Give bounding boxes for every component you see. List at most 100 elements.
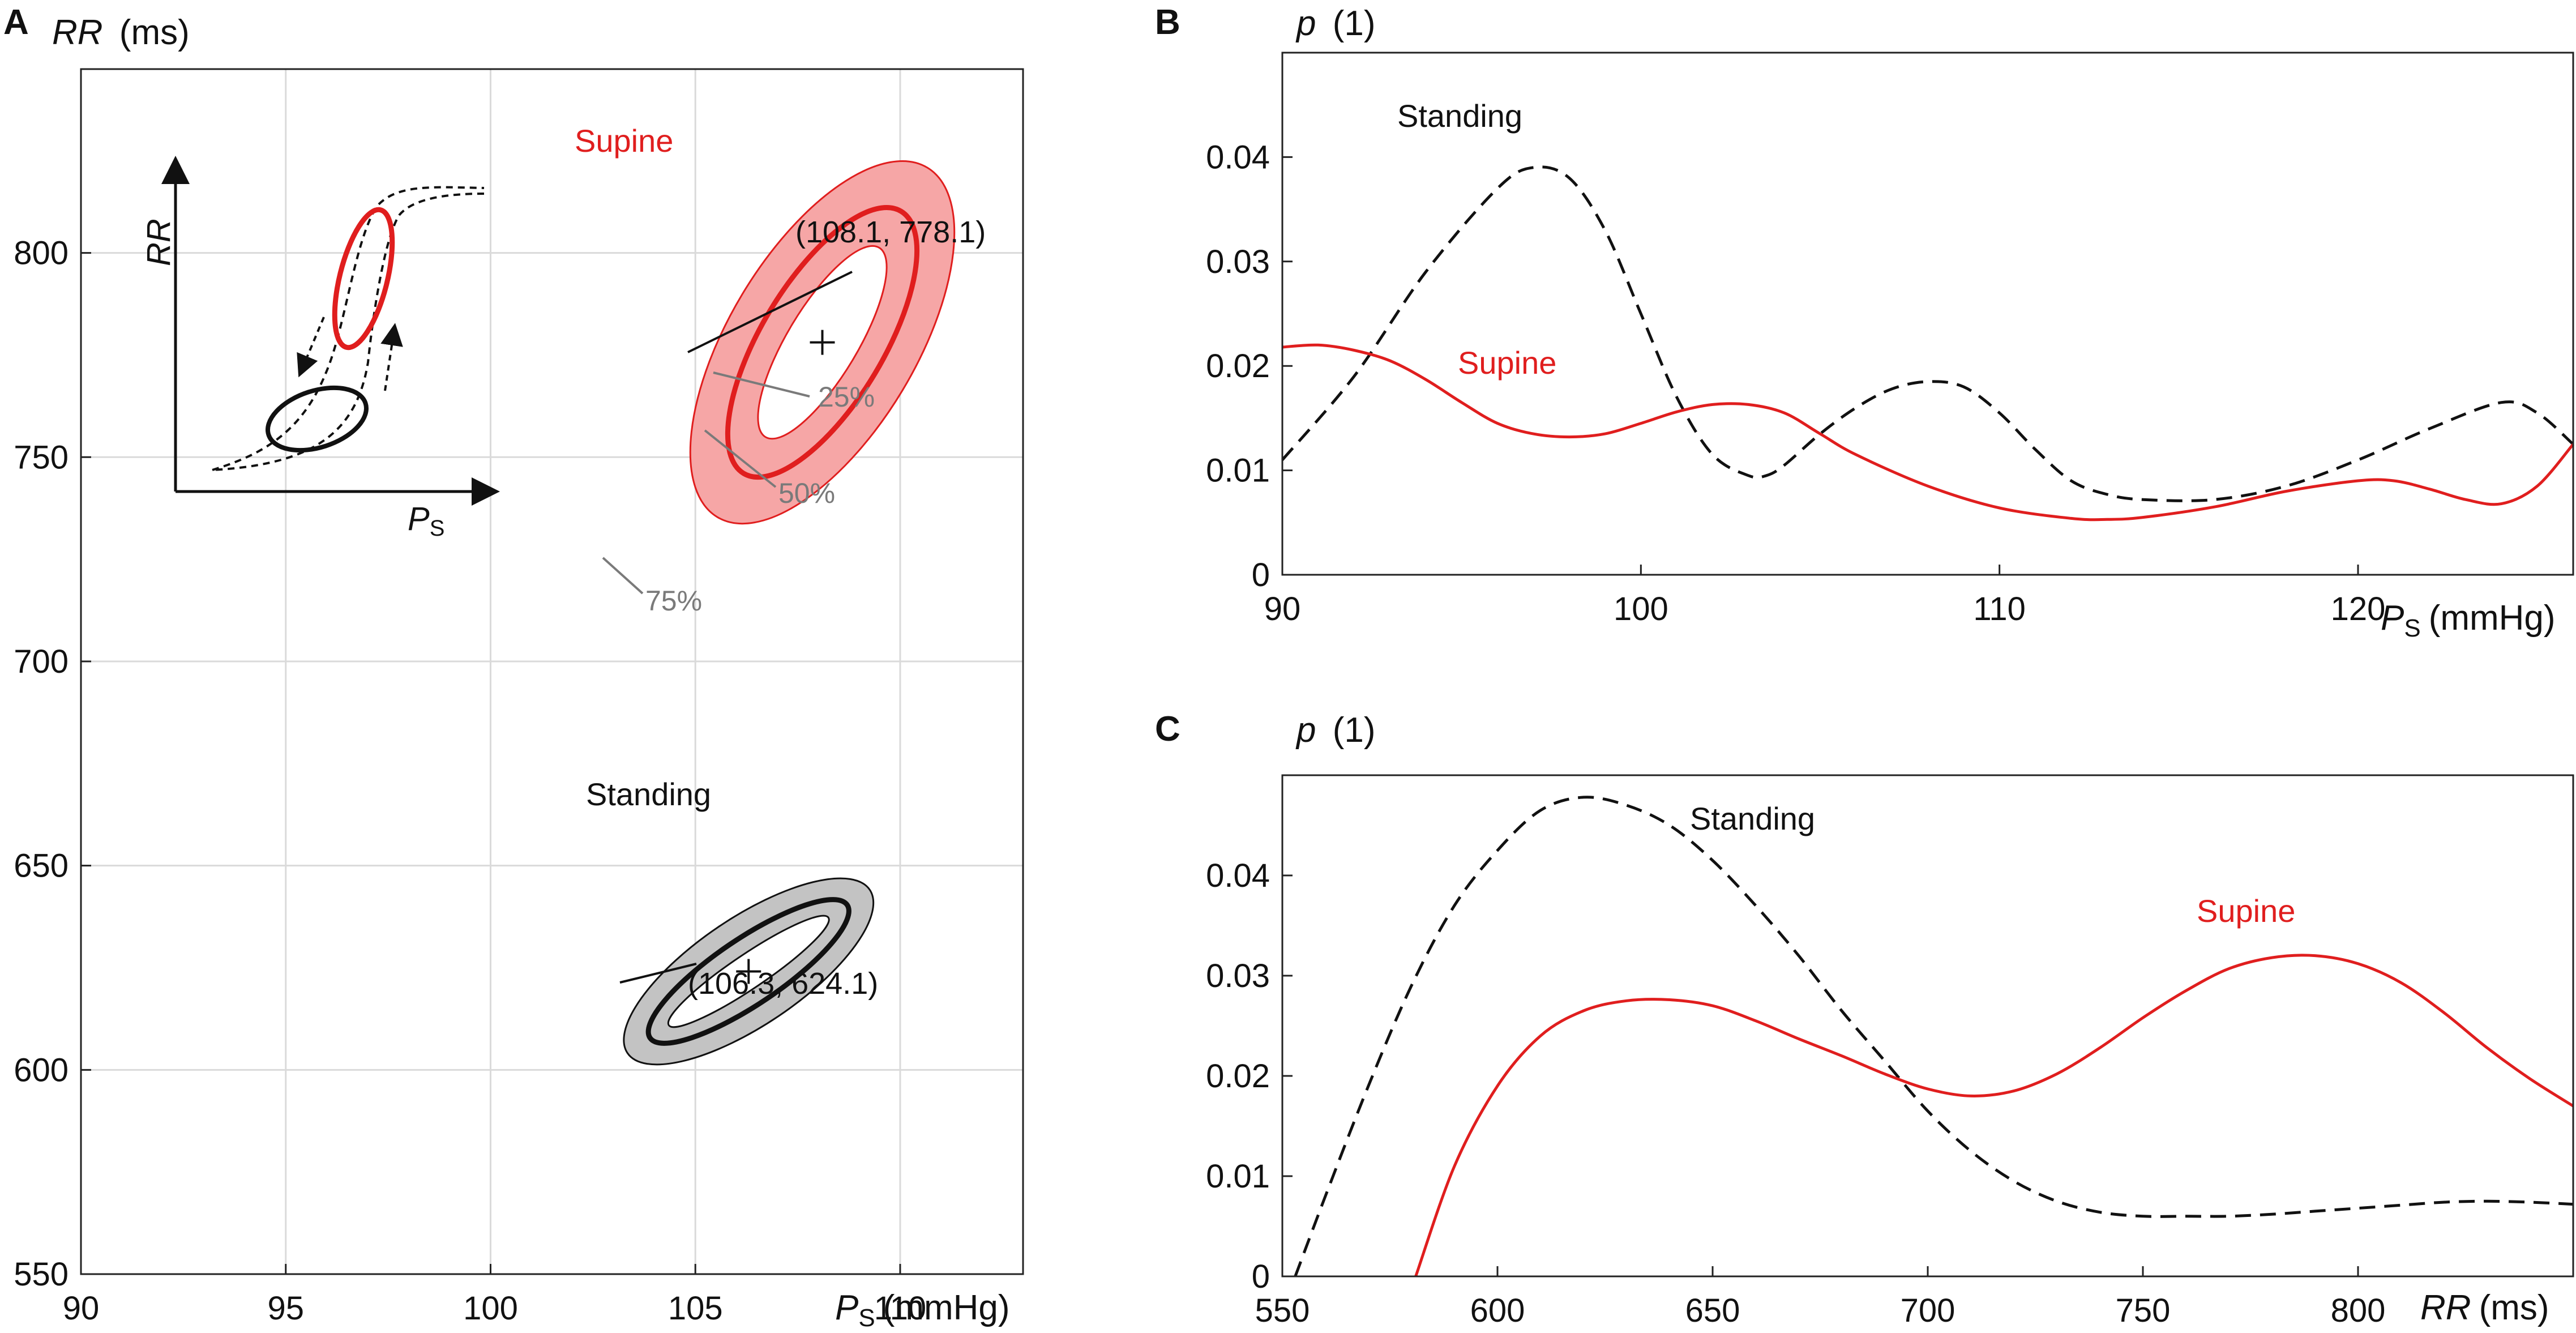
panel-b-plot bbox=[1281, 165, 2574, 522]
panel-b: B p (1) 90 100 110 120 0 0.01 0.02 0.03 0.04 Sta… bbox=[1155, 3, 2574, 642]
percent-label-75: 75% bbox=[645, 585, 702, 617]
panel-c-y-axis-title: p (1) bbox=[1295, 711, 1376, 750]
panel-b-ytick-label-2: 0.02 bbox=[1206, 348, 1270, 384]
panel-a-ytick-label-650: 650 bbox=[14, 848, 69, 885]
panel-c-ytick-label-2: 0.02 bbox=[1206, 1058, 1270, 1095]
panel-b-y-axis-title: p (1) bbox=[1295, 4, 1376, 43]
panel-b-ytick-label-1: 0.01 bbox=[1206, 452, 1270, 489]
panel-a-ylabel-main: RR bbox=[52, 13, 103, 52]
panel-a-xtick-label-100: 100 bbox=[463, 1290, 518, 1327]
panel-a-inset: RR PS bbox=[140, 156, 500, 541]
inset-arrow-up bbox=[380, 323, 403, 391]
pointer-standing-center bbox=[619, 963, 697, 984]
panel-a-xlabel-unit: (mmHg) bbox=[883, 1288, 1010, 1327]
panel-b-plot-frame bbox=[1281, 52, 2574, 576]
panel-a-plot-frame bbox=[80, 68, 1024, 1275]
panel-a-y-axis-title: RR (ms) bbox=[52, 13, 190, 52]
pointer-25 bbox=[713, 371, 810, 398]
panel-c-ytick-label-1: 0.01 bbox=[1206, 1158, 1270, 1195]
panel-b-ylabel-main: p bbox=[1295, 4, 1316, 43]
panel-a-xtick-label-95: 95 bbox=[267, 1290, 304, 1327]
panel-a-xtick-label-110: 110 bbox=[874, 1290, 926, 1327]
svg-text:PS(mmHg): PS (mmHg) bbox=[835, 1288, 1010, 1332]
panel-b-ytick-label-4: 0.04 bbox=[1206, 139, 1270, 176]
svg-text:RR(ms): RR (ms) bbox=[2420, 1288, 2549, 1327]
panel-b-xtick-label-110: 110 bbox=[1973, 591, 2025, 627]
panel-b-xlabel-unit: (mmHg) bbox=[2429, 599, 2556, 638]
panel-a-xlabel-sub: S bbox=[858, 1304, 875, 1332]
panel-c-plot bbox=[1294, 796, 2574, 1277]
pointer-75 bbox=[602, 557, 644, 595]
panel-a-ytick-label-700: 700 bbox=[14, 643, 69, 680]
panel-b-xlabel-sub: S bbox=[2404, 614, 2420, 642]
pointer-supine-center bbox=[687, 271, 853, 353]
panel-c-x-axis-title: RR (ms) bbox=[2420, 1288, 2549, 1327]
panel-a-ytick-label-600: 600 bbox=[14, 1052, 69, 1088]
panel-a-ytick-label-800: 800 bbox=[14, 235, 69, 272]
panel-a-xlabel-main: P bbox=[835, 1288, 858, 1327]
panel-a-supine-label: Supine bbox=[575, 123, 673, 159]
panel-a-xtick-label-90: 90 bbox=[63, 1290, 100, 1327]
pointer-50 bbox=[704, 429, 777, 488]
panel-c-xtick-label-600: 600 bbox=[1470, 1292, 1525, 1329]
inset-red-ellipse bbox=[332, 207, 395, 351]
panel-a-standing-label: Standing bbox=[586, 776, 711, 812]
panel-c-xtick-label-750: 750 bbox=[2116, 1292, 2171, 1329]
inset-arrow-down bbox=[297, 317, 325, 378]
panel-label-b: B bbox=[1155, 3, 1180, 42]
panel-c-series-standing bbox=[1294, 796, 2574, 1277]
panel-a-ticks: 90 95 100 105 110 550 600 650 700 750 800 bbox=[14, 235, 926, 1327]
panel-a-xtick-label-105: 105 bbox=[668, 1290, 723, 1327]
inset-hysteresis-loop bbox=[212, 186, 485, 471]
percent-label-25: 25% bbox=[818, 381, 875, 413]
panel-b-ylabel-unit: (1) bbox=[1333, 4, 1376, 43]
svg-text:PS: PS bbox=[408, 501, 444, 541]
panel-c-ylabel-unit: (1) bbox=[1333, 711, 1376, 750]
panel-c-xtick-label-700: 700 bbox=[1901, 1292, 1955, 1329]
panel-b-series-supine bbox=[1282, 343, 2574, 522]
panel-label-a: A bbox=[3, 3, 29, 42]
panel-c-xtick-label-650: 650 bbox=[1685, 1292, 1740, 1329]
panel-c-ticks: 550 600 650 700 750 800 0 0.01 0.02 0.03 0.04 bbox=[1206, 857, 2385, 1329]
panel-a-ellipses bbox=[623, 160, 956, 1066]
panel-b-series-standing bbox=[1281, 165, 2574, 502]
panel-label-c: C bbox=[1155, 710, 1180, 749]
panel-a-ytick-label-550: 550 bbox=[14, 1256, 69, 1293]
panel-c-plot-frame bbox=[1281, 774, 2574, 1278]
panel-a-x-axis-title: PS (mmHg) bbox=[835, 1288, 1010, 1332]
panel-c-ytick-label-3: 0.03 bbox=[1206, 958, 1270, 994]
panel-a: A RR (ms) 90 95 100 105 110 550 600 650 700 750 80… bbox=[3, 3, 1024, 1332]
panel-b-ticks: 90 100 110 120 0 0.01 0.02 0.03 0.04 bbox=[1206, 139, 2385, 627]
inset-black-ellipse bbox=[266, 385, 369, 453]
panel-b-xtick-label-120: 120 bbox=[2331, 591, 2386, 627]
panel-c-series-supine bbox=[1414, 954, 2574, 1277]
panel-c-standing-label: Standing bbox=[1690, 801, 1815, 836]
inset-y-label: RR bbox=[140, 219, 177, 266]
panel-b-xtick-label-100: 100 bbox=[1614, 591, 1668, 627]
panel-b-ytick-label-0: 0 bbox=[1252, 557, 1270, 593]
panel-c-ylabel-main: p bbox=[1295, 711, 1316, 750]
panel-c-ytick-label-0: 0 bbox=[1252, 1258, 1270, 1295]
panel-c-ytick-label-4: 0.04 bbox=[1206, 857, 1270, 894]
svg-text:RR (ms): RR (ms) bbox=[52, 13, 190, 52]
panel-a-ylabel-unit: (ms) bbox=[119, 13, 190, 52]
panel-a-ytick-label-750: 750 bbox=[14, 439, 69, 476]
panel-a-supine-center-label: (108.1, 778.1) bbox=[795, 215, 986, 249]
panel-b-x-axis-title: PS (mmHg) bbox=[2381, 599, 2556, 642]
panel-b-supine-label: Supine bbox=[1458, 345, 1556, 381]
panel-c-supine-label: Supine bbox=[2197, 893, 2295, 929]
panel-c-xlabel-unit: (ms) bbox=[2479, 1288, 2549, 1327]
panel-b-xtick-label-90: 90 bbox=[1264, 591, 1301, 627]
panel-c: C p (1) 550 600 650 700 750 800 0 0.01 0.02 0.03 0… bbox=[1155, 710, 2574, 1329]
panel-b-standing-label: Standing bbox=[1397, 98, 1522, 134]
inset-x-label-sub: S bbox=[430, 516, 445, 541]
percent-label-50: 50% bbox=[778, 477, 835, 509]
panel-b-ytick-label-3: 0.03 bbox=[1206, 243, 1270, 280]
svg-text:PS(mmHg): PS (mmHg) bbox=[2381, 599, 2556, 642]
inset-x-label-main: P bbox=[408, 501, 430, 537]
panel-c-xtick-label-550: 550 bbox=[1255, 1292, 1310, 1329]
panel-b-xlabel-main: P bbox=[2381, 599, 2404, 638]
panel-c-xlabel-main: RR bbox=[2420, 1288, 2471, 1327]
panel-a-standing-center-label: (106.3, 624.1) bbox=[688, 967, 878, 1001]
